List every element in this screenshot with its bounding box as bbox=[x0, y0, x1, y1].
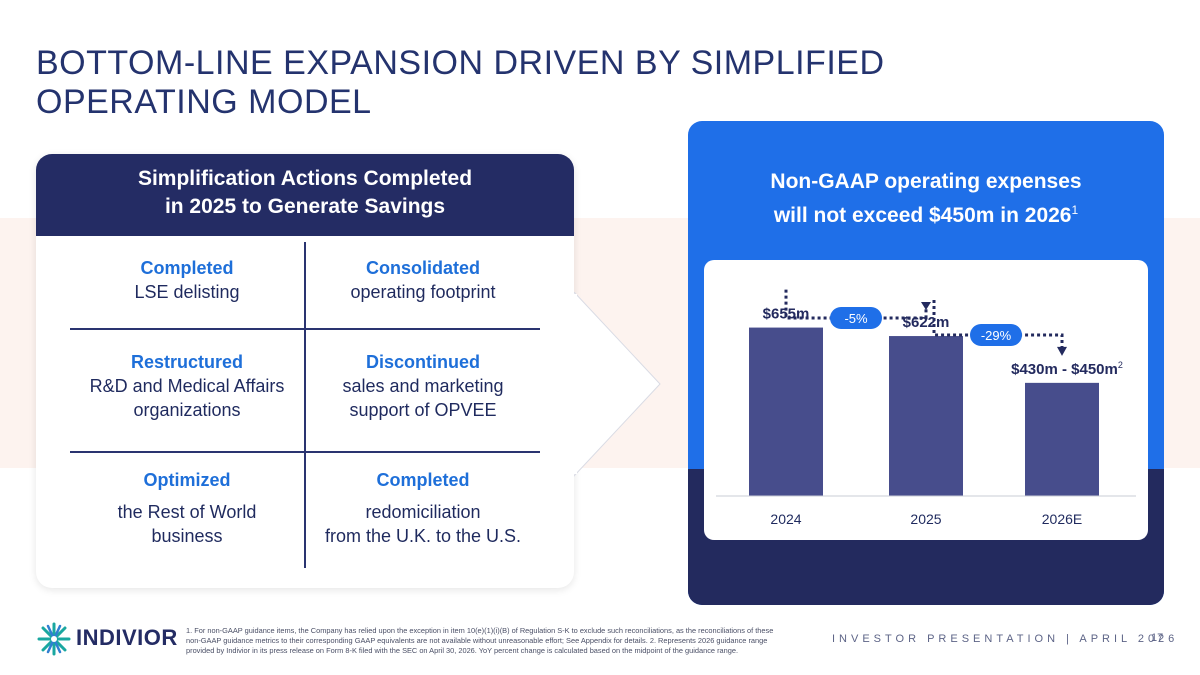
footnote-text: 1. For non-GAAP guidance items, the Comp… bbox=[186, 626, 774, 655]
grid-divider-horizontal bbox=[70, 451, 540, 453]
action-text: from the U.K. to the U.S. bbox=[324, 526, 522, 546]
chevron-arrow-icon bbox=[574, 292, 661, 477]
change-badge bbox=[830, 307, 882, 329]
logo-wordmark: INDIVIOR bbox=[76, 625, 178, 650]
action-cell: Discontinued sales and marketing support… bbox=[306, 350, 540, 422]
action-text: support of OPVEE bbox=[349, 400, 497, 420]
grid-divider-horizontal bbox=[70, 328, 540, 330]
action-text: operating footprint bbox=[350, 282, 496, 302]
indivior-logo: INDIVIOR bbox=[36, 619, 177, 659]
grid-divider-vertical bbox=[304, 242, 306, 568]
action-text: R&D and Medical Affairs bbox=[89, 376, 285, 396]
action-text: sales and marketing bbox=[342, 376, 504, 396]
opex-header-footnote-ref: 1 bbox=[1071, 203, 1079, 217]
action-text: business bbox=[151, 526, 223, 546]
x-tick-label: 2026E bbox=[1042, 511, 1082, 527]
indivior-logo-icon bbox=[37, 622, 71, 656]
action-heading: Completed bbox=[376, 470, 470, 490]
bar-2025 bbox=[889, 336, 963, 496]
x-tick-label: 2025 bbox=[910, 511, 941, 527]
data-label: $430m - $450m2 bbox=[1011, 360, 1123, 378]
action-heading: Completed bbox=[140, 258, 234, 278]
page-title: BOTTOM-LINE EXPANSION DRIVEN BY SIMPLIFI… bbox=[36, 44, 936, 122]
action-cell: Completed LSE delisting bbox=[70, 256, 304, 304]
action-cell: Completed redomiciliation from the U.K. … bbox=[306, 468, 540, 548]
action-cell: Optimized the Rest of World business bbox=[70, 468, 304, 548]
opex-header-line-2-text: will not exceed $450m in 2026 bbox=[773, 204, 1072, 227]
change-badge bbox=[970, 324, 1022, 346]
opex-bar-chart: 2024 2025 2026E$655m $622m$430m - $450m2-5%… bbox=[716, 289, 1136, 527]
title-line-1: BOTTOM-LINE EXPANSION DRIVEN BY SIMPLIFI… bbox=[36, 44, 885, 82]
simplification-header: Simplification Actions Completed in 2025… bbox=[36, 154, 574, 236]
action-text: organizations bbox=[133, 400, 241, 420]
x-tick-label: 2024 bbox=[770, 511, 801, 527]
change-badge-label: -5% bbox=[844, 311, 868, 326]
presentation-label: INVESTOR PRESENTATION | APRIL 2026 bbox=[832, 633, 1179, 645]
simplification-header-line-1: Simplification Actions Completed bbox=[137, 167, 473, 190]
actions-grid: Completed LSE delisting Consolidated ope… bbox=[70, 242, 540, 568]
action-cell: Restructured R&D and Medical Affairs org… bbox=[70, 350, 304, 422]
action-text: the Rest of World bbox=[117, 502, 257, 522]
opex-header-line-1: Non-GAAP operating expenses bbox=[770, 170, 1082, 193]
action-cell: Consolidated operating footprint bbox=[306, 256, 540, 304]
arrowhead-icon bbox=[921, 302, 931, 311]
action-text: redomiciliation bbox=[365, 502, 481, 522]
change-badge-label: -29% bbox=[981, 328, 1012, 343]
bar-2026E bbox=[1025, 382, 1099, 496]
opex-header-line-2: will not exceed $450m in 20261 bbox=[688, 196, 1164, 230]
title-line-2: OPERATING MODEL bbox=[36, 83, 372, 121]
simplification-card: Simplification Actions Completed in 2025… bbox=[36, 154, 574, 588]
action-text: LSE delisting bbox=[134, 282, 240, 302]
opex-panel: Non-GAAP operating expenses will not exc… bbox=[688, 121, 1164, 605]
simplification-panel: Simplification Actions Completed in 2025… bbox=[36, 154, 661, 590]
action-heading: Discontinued bbox=[365, 352, 480, 372]
opex-header: Non-GAAP operating expenses will not exc… bbox=[688, 167, 1164, 230]
page-number: 17 bbox=[1151, 632, 1164, 644]
action-heading: Optimized bbox=[143, 470, 231, 490]
action-heading: Restructured bbox=[130, 352, 244, 372]
simplification-header-line-2: in 2025 to Generate Savings bbox=[164, 195, 446, 218]
arrowhead-icon bbox=[1057, 346, 1067, 356]
bar-2024 bbox=[749, 327, 823, 496]
action-heading: Consolidated bbox=[365, 258, 480, 278]
opex-chart-card: 2024 2025 2026E $655m $622m $430m - $450m2 -5%… bbox=[704, 260, 1148, 540]
